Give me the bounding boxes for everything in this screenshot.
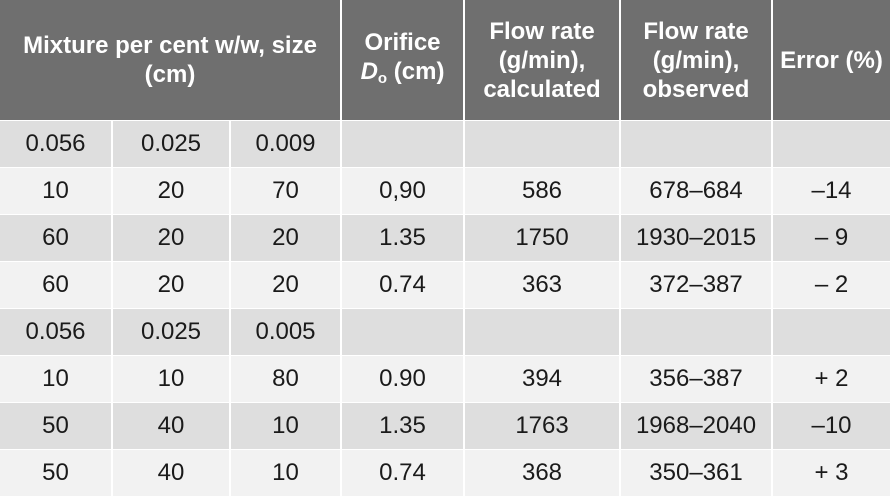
table-cell: 1.35 <box>341 214 466 262</box>
table-cell: 363 <box>464 261 622 309</box>
table-cell: 20 <box>112 214 231 262</box>
header-error: Error (%) <box>772 0 890 121</box>
table-row: 50 40 10 0.74 368 350–361 + 3 <box>0 449 890 496</box>
table-row: 50 40 10 1.35 1763 1968–2040 –10 <box>0 402 890 450</box>
table-cell: 0.056 <box>0 120 113 168</box>
table-cell: –10 <box>772 402 890 450</box>
table-cell: 678–684 <box>620 167 774 215</box>
table-cell: –14 <box>772 167 890 215</box>
table-cell: 10 <box>230 449 343 496</box>
table-cell <box>772 120 890 168</box>
table-cell: 1763 <box>464 402 622 450</box>
table-cell: 372–387 <box>620 261 774 309</box>
table-cell: 10 <box>230 402 343 450</box>
header-mixture: Mixture per cent w/w, size (cm) <box>0 0 343 121</box>
header-orifice-subscript: o <box>377 69 388 87</box>
header-orifice-label: Orifice <box>364 28 441 56</box>
table-cell <box>341 308 466 356</box>
table-cell: 0.009 <box>230 120 343 168</box>
table-cell: 1930–2015 <box>620 214 774 262</box>
table-cell: 586 <box>464 167 622 215</box>
table-row: 10 20 70 0,90 586 678–684 –14 <box>0 167 890 215</box>
header-flow-calculated: Flow rate (g/min), calculated <box>464 0 622 121</box>
table-cell: 0.025 <box>112 308 231 356</box>
header-row: Mixture per cent w/w, size (cm) Orifice … <box>0 0 890 121</box>
table-cell: 10 <box>0 355 113 403</box>
table-row: 60 20 20 1.35 1750 1930–2015 – 9 <box>0 214 890 262</box>
table-row: 10 10 80 0.90 394 356–387 + 2 <box>0 355 890 403</box>
table-cell: + 2 <box>772 355 890 403</box>
table-cell: + 3 <box>772 449 890 496</box>
table-cell: 0.056 <box>0 308 113 356</box>
table-cell: 40 <box>112 449 231 496</box>
table-cell: 20 <box>230 261 343 309</box>
table-cell <box>620 120 774 168</box>
table-cell <box>464 308 622 356</box>
table-cell: 20 <box>230 214 343 262</box>
table-cell: 394 <box>464 355 622 403</box>
table-row: 0.056 0.025 0.005 <box>0 308 890 356</box>
table-cell: 0.005 <box>230 308 343 356</box>
table-cell: 1750 <box>464 214 622 262</box>
table-cell <box>341 120 466 168</box>
table-cell <box>464 120 622 168</box>
table-cell: 10 <box>112 355 231 403</box>
table-cell: 60 <box>0 214 113 262</box>
table-cell: 1.35 <box>341 402 466 450</box>
header-orifice-symbol: D <box>360 57 378 85</box>
table-cell: 356–387 <box>620 355 774 403</box>
table-row: 0.056 0.025 0.009 <box>0 120 890 168</box>
table-cell <box>620 308 774 356</box>
table-row: 60 20 20 0.74 363 372–387 – 2 <box>0 261 890 309</box>
table-cell: 70 <box>230 167 343 215</box>
table-cell: 80 <box>230 355 343 403</box>
header-flow-observed: Flow rate (g/min), observed <box>620 0 774 121</box>
table-cell: 0,90 <box>341 167 466 215</box>
table-cell: 50 <box>0 449 113 496</box>
header-orifice-unit: (cm) <box>387 57 445 85</box>
table-cell: 40 <box>112 402 231 450</box>
table-body: 0.056 0.025 0.009 10 20 70 0,90 586 678–… <box>0 120 890 496</box>
table-cell: 350–361 <box>620 449 774 496</box>
table-cell: 0.90 <box>341 355 466 403</box>
table-cell: – 2 <box>772 261 890 309</box>
table-cell: 20 <box>112 261 231 309</box>
table-cell: – 9 <box>772 214 890 262</box>
table-cell: 0.025 <box>112 120 231 168</box>
table-cell: 0.74 <box>341 449 466 496</box>
table-cell: 60 <box>0 261 113 309</box>
table-cell: 1968–2040 <box>620 402 774 450</box>
table-cell: 10 <box>0 167 113 215</box>
table-cell <box>772 308 890 356</box>
table-cell: 368 <box>464 449 622 496</box>
table-cell: 0.74 <box>341 261 466 309</box>
table-cell: 20 <box>112 167 231 215</box>
table-cell: 50 <box>0 402 113 450</box>
header-orifice: Orifice Do (cm) <box>341 0 466 121</box>
